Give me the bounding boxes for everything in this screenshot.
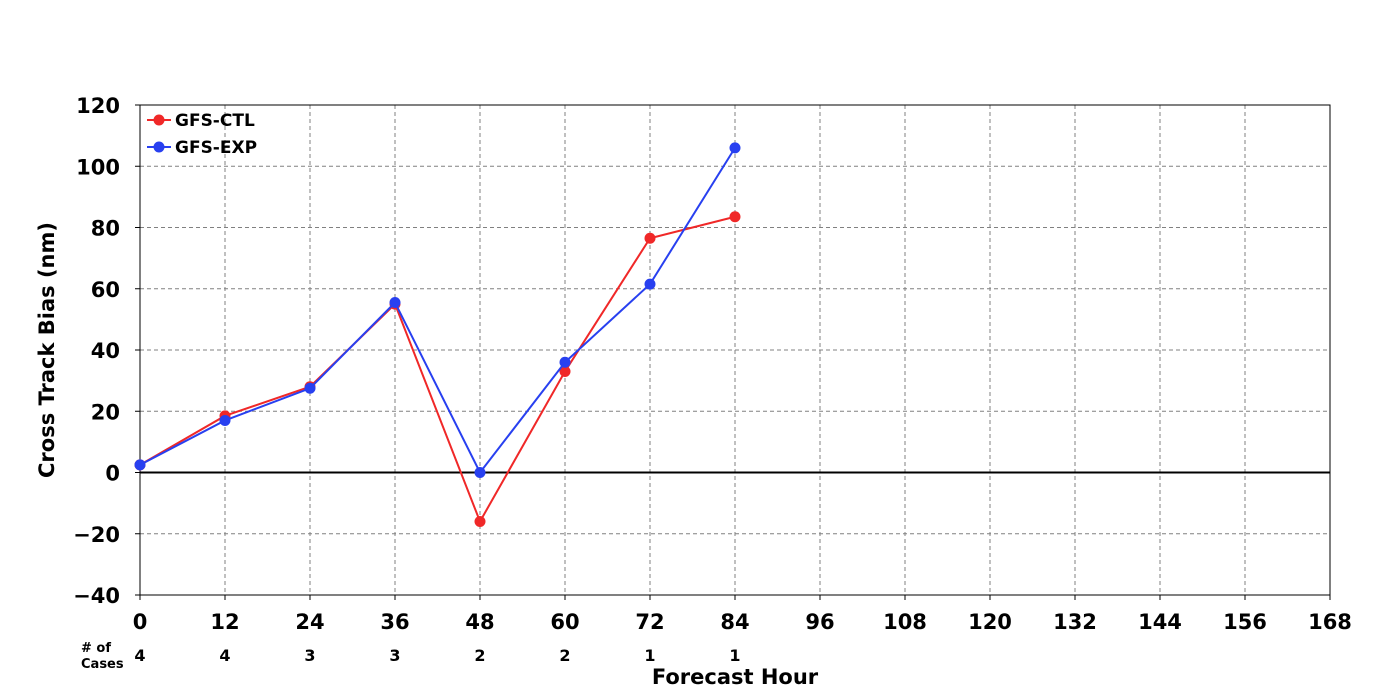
x-axis-ticks: 0 12 24 36 48 60 72 84 96 108 120 132 144 156 168 xyxy=(133,595,1352,634)
series-line xyxy=(139,215,736,524)
x-tick-label: 24 xyxy=(295,610,324,634)
y-tick-label: 120 xyxy=(76,94,120,118)
series xyxy=(134,142,741,527)
x-tick-label: 12 xyxy=(210,610,239,634)
y-axis-ticks: −40 −20 0 20 40 60 80 100 120 xyxy=(73,94,140,608)
legend-label: GFS-EXP xyxy=(175,138,257,158)
y-tick-label: 60 xyxy=(91,278,120,302)
x-tick-label: 96 xyxy=(805,610,834,634)
data-point xyxy=(134,459,146,471)
cases-label: # of xyxy=(81,641,111,656)
case-count: 3 xyxy=(304,646,315,665)
x-tick-label: 120 xyxy=(968,610,1012,634)
data-point xyxy=(559,365,571,377)
cases-label: Cases xyxy=(81,657,124,672)
case-count: 2 xyxy=(559,646,570,665)
case-count: 1 xyxy=(644,646,655,665)
case-count: 3 xyxy=(389,646,400,665)
x-tick-label: 144 xyxy=(1138,610,1182,634)
y-tick-label: −20 xyxy=(73,523,120,547)
case-counts: 4 4 3 3 2 2 1 1 xyxy=(134,646,740,665)
x-tick-label: 156 xyxy=(1223,610,1267,634)
data-point xyxy=(644,232,656,244)
x-axis-title: Forecast Hour xyxy=(652,665,819,689)
data-point xyxy=(559,356,571,368)
legend-marker xyxy=(153,141,165,153)
data-point xyxy=(729,142,741,154)
x-tick-label: 108 xyxy=(883,610,927,634)
x-tick-label: 48 xyxy=(465,610,494,634)
x-tick-label: 72 xyxy=(635,610,664,634)
data-point xyxy=(474,516,486,527)
case-count: 4 xyxy=(134,646,145,665)
x-tick-label: 36 xyxy=(380,610,409,634)
y-tick-label: 100 xyxy=(76,155,120,179)
data-point xyxy=(304,382,316,394)
legend-label: GFS-CTL xyxy=(175,111,255,131)
legend-marker xyxy=(153,114,165,126)
x-tick-label: 168 xyxy=(1308,610,1352,634)
data-point xyxy=(219,414,231,426)
y-axis-title: Cross Track Bias (nm) xyxy=(35,222,59,478)
y-tick-label: 80 xyxy=(91,217,120,241)
y-tick-label: 0 xyxy=(105,462,120,486)
x-tick-label: 60 xyxy=(550,610,579,634)
x-tick-label: 84 xyxy=(720,610,749,634)
case-count: 1 xyxy=(729,646,740,665)
case-count: 2 xyxy=(474,646,485,665)
x-tick-label: 132 xyxy=(1053,610,1097,634)
y-tick-label: −40 xyxy=(73,584,120,608)
data-point xyxy=(729,211,741,223)
case-count: 4 xyxy=(219,646,230,665)
series-gfs-exp xyxy=(134,142,741,478)
y-tick-label: 20 xyxy=(91,400,120,424)
x-tick-label: 0 xyxy=(133,610,148,634)
data-point xyxy=(474,467,486,478)
data-point xyxy=(389,297,401,309)
y-tick-label: 40 xyxy=(91,339,120,363)
series-line xyxy=(139,147,736,475)
legend: GFS-CTL GFS-EXP xyxy=(147,111,257,158)
data-point xyxy=(644,278,656,290)
grid xyxy=(140,105,1330,595)
